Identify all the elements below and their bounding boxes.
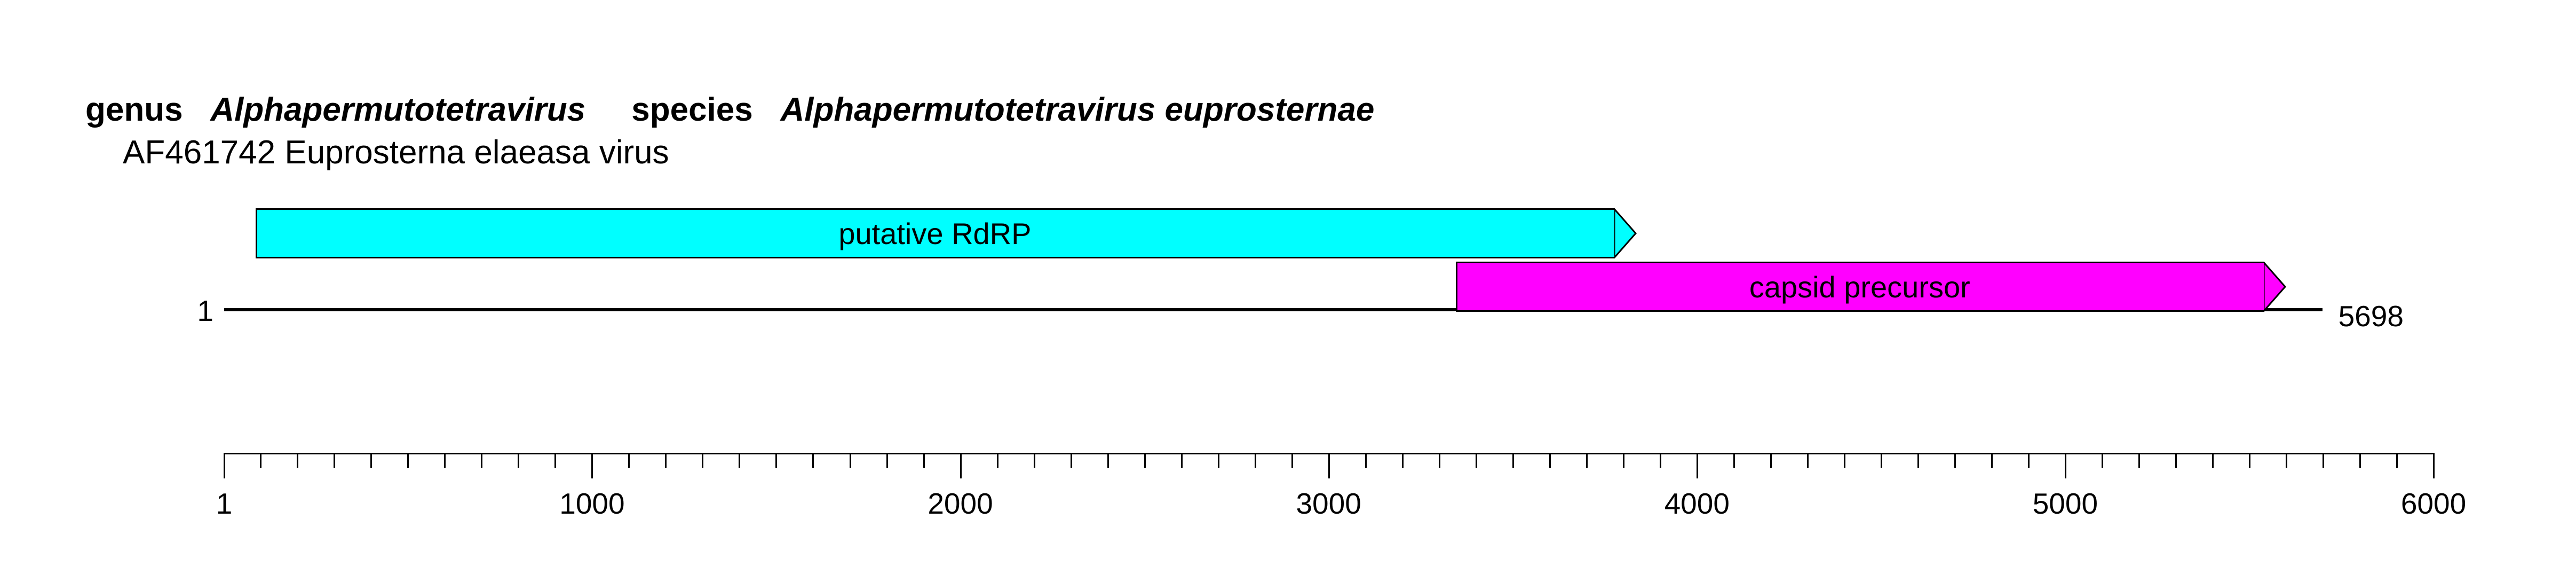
minor-tick [518,453,519,468]
minor-tick [1034,453,1035,468]
minor-tick [2102,453,2103,468]
minor-tick [1991,453,1993,468]
species-prefix: species [631,91,753,128]
capsid-precursor-label: capsid precursor [1456,270,2264,304]
minor-tick [2323,453,2324,468]
minor-tick [444,453,446,468]
genome-map: genus Alphapermutotetravirus species Alp… [0,0,2576,582]
minor-tick [1439,453,1440,468]
axis-label: 1 [171,486,278,521]
minor-tick [1549,453,1551,468]
minor-tick [1881,453,1882,468]
minor-tick [1365,453,1367,468]
minor-tick [2175,453,2177,468]
putative-rdrp-label: putative RdRP [256,216,1614,251]
header-line: genus Alphapermutotetravirus species Alp… [85,91,1374,129]
minor-tick [2396,453,2398,468]
minor-tick [2212,453,2214,468]
major-tick [2433,453,2435,478]
minor-tick [665,453,667,468]
minor-tick [628,453,630,468]
minor-tick [1402,453,1404,468]
minor-tick [297,453,298,468]
minor-tick [1623,453,1624,468]
minor-tick [2138,453,2140,468]
minor-tick [1586,453,1588,468]
minor-tick [997,453,998,468]
minor-tick [1770,453,1772,468]
minor-tick [923,453,925,468]
major-tick [960,453,962,478]
capsid-precursor-arrow-icon [2264,262,2287,312]
minor-tick [481,453,482,468]
minor-tick [1733,453,1735,468]
minor-tick [1476,453,1477,468]
minor-tick [702,453,703,468]
minor-tick [1107,453,1109,468]
genus-name: Alphapermutotetravirus [210,91,585,128]
axis-label: 5000 [2012,486,2119,521]
major-tick [591,453,593,478]
major-tick [1328,453,1330,478]
minor-tick [812,453,814,468]
accession-line: AF461742 Euprosterna elaeasa virus [123,133,669,171]
minor-tick [2028,453,2030,468]
minor-tick [260,453,261,468]
species-name: Alphapermutotetravirus euprosternae [780,91,1374,128]
minor-tick [1071,453,1072,468]
minor-tick [1844,453,1845,468]
minor-tick [407,453,409,468]
minor-tick [1954,453,1956,468]
minor-tick [886,453,888,468]
minor-tick [850,453,851,468]
minor-tick [1291,453,1293,468]
minor-tick [370,453,372,468]
minor-tick [1807,453,1809,468]
minor-tick [334,453,335,468]
minor-tick [1512,453,1514,468]
axis-label: 1000 [538,486,645,521]
minor-tick [2249,453,2250,468]
major-tick [1697,453,1698,478]
minor-tick [1218,453,1219,468]
minor-tick [1144,453,1146,468]
genome-end-label: 5698 [2339,299,2404,333]
major-tick [224,453,225,478]
genome-start-label: 1 [197,294,213,328]
genus-prefix: genus [85,91,183,128]
axis-label: 4000 [1644,486,1750,521]
axis-label: 6000 [2380,486,2487,521]
minor-tick [2359,453,2361,468]
minor-tick [1255,453,1256,468]
minor-tick [2286,453,2287,468]
axis-label: 2000 [907,486,1014,521]
minor-tick [1181,453,1183,468]
minor-tick [739,453,740,468]
minor-tick [1917,453,1919,468]
major-tick [2065,453,2066,478]
minor-tick [554,453,556,468]
putative-rdrp-arrow-icon [1614,208,1637,258]
minor-tick [775,453,777,468]
minor-tick [1660,453,1661,468]
axis-label: 3000 [1275,486,1382,521]
